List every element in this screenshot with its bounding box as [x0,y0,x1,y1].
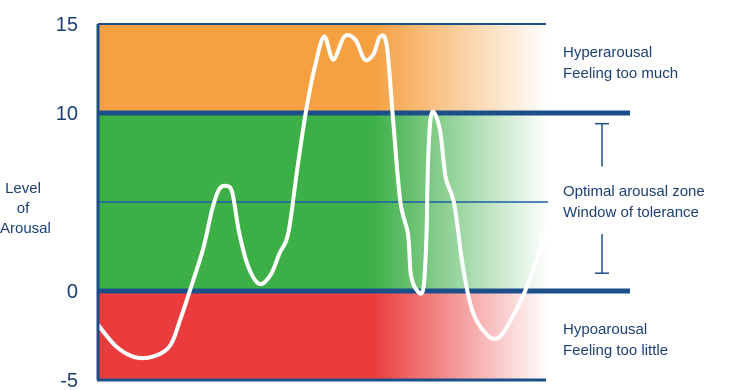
zone-label-line: Feeling too much [563,65,679,82]
y-axis-label: Level of Arousal [0,180,51,237]
y-tick-label: 0 [67,281,78,303]
zone-label-line: Hyperarousal [563,44,653,61]
y-tick-label: 15 [56,14,78,36]
zone-label-hyper: Hyperarousal Feeling too much [563,42,678,84]
zone-label-line: Feeling too little [563,342,669,359]
zone-label-hypo: Hypoarousal Feeling too little [563,319,668,361]
zone-label-line: Window of tolerance [563,204,699,221]
zone-label-optimal: Optimal arousal zone Window of tolerance [563,181,705,223]
series-line-0 [96,33,548,361]
zone-label-line: Hypoarousal [563,321,648,338]
y-tick-label: 10 [56,103,78,125]
y-tick-label: -5 [60,370,78,390]
zone-label-line: Optimal arousal zone [563,183,705,200]
